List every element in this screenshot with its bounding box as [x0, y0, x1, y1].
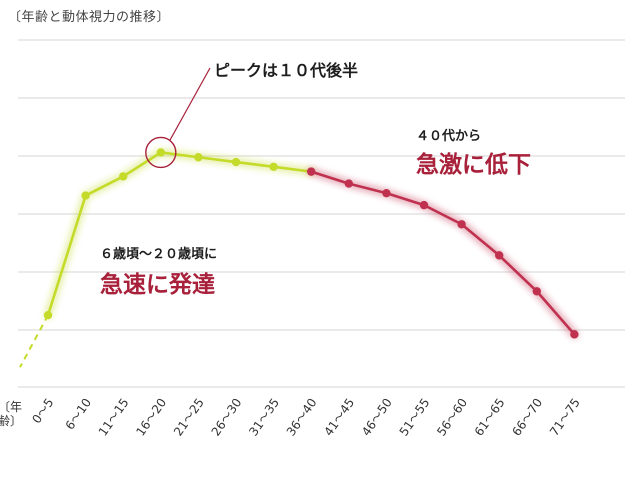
peak-circle — [145, 136, 177, 169]
x-tick-label: 21〜25 — [171, 396, 207, 439]
x-tick-label: 36〜40 — [284, 396, 320, 439]
series-line-declining-glow — [306, 167, 579, 339]
data-point — [495, 251, 504, 260]
x-tick-label: 61〜65 — [472, 396, 508, 439]
series-line-declining — [309, 170, 576, 336]
data-point — [81, 191, 90, 200]
x-tick-label: 11〜15 — [96, 396, 132, 439]
x-tick-label: 16〜20 — [133, 396, 169, 439]
data-point — [570, 330, 579, 339]
data-point — [419, 200, 429, 210]
data-point — [194, 153, 203, 162]
x-tick-label: 31〜35 — [246, 396, 282, 439]
data-point — [307, 167, 316, 176]
x-tick-label: 56〜60 — [434, 396, 470, 439]
chart-title: 〔年齢と動体視力の推移〕 — [8, 10, 171, 25]
x-tick-label: 0〜5 — [29, 396, 56, 426]
x-tick-label: 6〜10 — [63, 396, 94, 433]
data-point — [156, 148, 165, 157]
annotation-fall-small: ４０代から — [416, 129, 482, 144]
data-point — [382, 188, 391, 198]
annotation-rise-big: 急速に発達 — [100, 272, 215, 298]
data-point — [231, 157, 241, 167]
data-point — [119, 172, 128, 181]
x-tick-label: 51〜55 — [397, 396, 433, 439]
x-tick-label: 26〜30 — [209, 396, 245, 439]
x-tick-label: 71〜75 — [547, 396, 583, 439]
dashed-lead-in — [19, 314, 49, 368]
x-tick-label: 66〜70 — [509, 396, 545, 439]
data-point — [344, 179, 353, 188]
data-point — [269, 162, 278, 172]
series-line-rising — [46, 151, 313, 317]
annotation-peak: ピークは１０代後半 — [214, 61, 359, 80]
annotation-fall-big: 急激に低下 — [416, 152, 531, 178]
peak-leader-line — [169, 67, 211, 141]
data-point — [457, 220, 466, 229]
annotation-rise-small: ６歳頃〜２０歳頃に — [100, 247, 218, 262]
x-tick-label: 46〜50 — [359, 396, 395, 439]
data-point — [43, 311, 53, 320]
data-point — [532, 287, 541, 296]
x-tick-label: 41〜45 — [321, 396, 357, 439]
